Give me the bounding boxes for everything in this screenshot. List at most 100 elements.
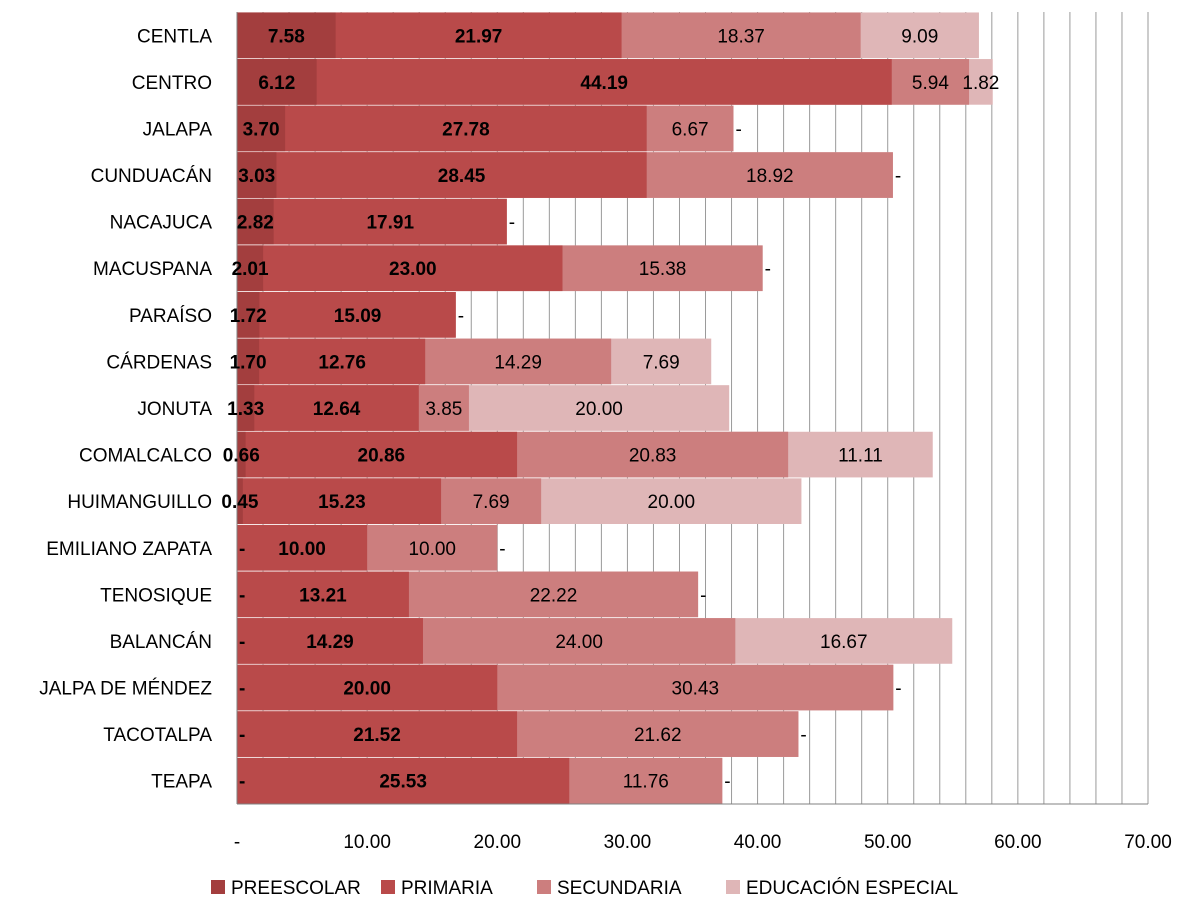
data-label: 6.67 xyxy=(672,119,709,140)
data-label: - xyxy=(509,213,515,234)
legend-label: PREESCOLAR xyxy=(231,878,361,899)
data-label: 7.58 xyxy=(268,26,305,47)
data-label: 15.09 xyxy=(334,306,382,327)
data-label: 12.76 xyxy=(318,352,366,373)
data-label: 1.70 xyxy=(230,352,267,373)
data-label: 20.00 xyxy=(343,679,391,700)
data-label: 3.03 xyxy=(238,166,275,187)
data-label: 28.45 xyxy=(438,166,486,187)
category-labels: CENTLA CENTRO JALAPA CUNDUACÁN NACAJUCA MACUS… xyxy=(39,26,212,792)
bar-primaria xyxy=(237,664,498,711)
data-label: - xyxy=(239,679,245,700)
data-label: 6.12 xyxy=(258,73,295,94)
bar-preescolar xyxy=(237,198,274,245)
x-tick-label: 10.00 xyxy=(343,832,391,853)
data-label: - xyxy=(239,772,245,793)
x-tick-label: 40.00 xyxy=(734,832,782,853)
data-label: - xyxy=(458,306,464,327)
axes xyxy=(236,12,1148,805)
data-label: 15.38 xyxy=(639,259,687,280)
data-label: 23.00 xyxy=(389,259,437,280)
data-label: 11.76 xyxy=(623,772,669,793)
data-label: 44.19 xyxy=(580,73,628,94)
data-label: 21.52 xyxy=(353,725,401,746)
bar-preescolar xyxy=(237,152,277,198)
x-tick-label: 20.00 xyxy=(474,832,522,853)
data-label: 13.21 xyxy=(299,585,347,606)
data-label: 2.82 xyxy=(237,213,274,234)
bar-primaria xyxy=(237,152,647,198)
x-tick-label: 30.00 xyxy=(604,832,652,853)
bar-primaria xyxy=(237,711,518,757)
bar-primaria xyxy=(237,524,368,571)
category-label: CENTRO xyxy=(132,73,212,94)
bar-primaria xyxy=(237,245,563,292)
bars xyxy=(237,12,993,804)
data-label: - xyxy=(239,539,245,560)
data-label: 7.69 xyxy=(643,352,680,373)
data-label: - xyxy=(499,539,505,560)
data-label: 20.00 xyxy=(648,492,696,513)
bar-preescolar xyxy=(237,385,255,431)
bar-preescolar xyxy=(237,12,336,59)
data-label: 17.91 xyxy=(366,213,414,234)
category-label: JALAPA xyxy=(143,119,213,140)
legend-swatch xyxy=(381,880,395,894)
data-label: 24.00 xyxy=(555,632,603,653)
data-label: 5.94 xyxy=(912,73,949,94)
data-label: 0.45 xyxy=(221,492,258,513)
data-label: - xyxy=(895,166,901,187)
data-label: 14.29 xyxy=(306,632,354,653)
data-label: 10.00 xyxy=(278,539,326,560)
bar-preescolar xyxy=(237,291,260,338)
legend-label: PRIMARIA xyxy=(401,878,493,899)
bar-primaria xyxy=(237,385,419,431)
bar-primaria xyxy=(237,431,518,478)
data-label: 9.09 xyxy=(901,26,938,47)
data-label: - xyxy=(239,585,245,606)
category-label: TENOSIQUE xyxy=(100,585,212,606)
category-label: CENTLA xyxy=(137,26,212,47)
bar-preescolar xyxy=(237,105,286,152)
data-label: 7.69 xyxy=(473,492,510,513)
data-label: - xyxy=(895,679,901,700)
data-label: - xyxy=(765,259,771,280)
legend-label: SECUNDARIA xyxy=(557,878,682,899)
data-label: - xyxy=(239,632,245,653)
data-label: 14.29 xyxy=(494,352,542,373)
category-label: CUNDUACÁN xyxy=(91,166,212,187)
data-label: - xyxy=(724,772,730,793)
data-label: 21.97 xyxy=(455,26,503,47)
bar-preescolar xyxy=(237,59,317,105)
data-label: 20.83 xyxy=(629,446,677,467)
data-label: 21.62 xyxy=(634,725,682,746)
bar-preescolar xyxy=(237,478,243,525)
category-label: HUIMANGUILLO xyxy=(67,492,212,513)
bar-primaria xyxy=(237,291,456,338)
bar-preescolar xyxy=(237,338,260,385)
category-label: EMILIANO ZAPATA xyxy=(46,539,212,560)
data-label: 27.78 xyxy=(442,119,490,140)
data-label: 20.86 xyxy=(358,446,406,467)
x-tick-label: - xyxy=(234,832,240,853)
data-label: - xyxy=(800,725,806,746)
bar-primaria xyxy=(237,338,426,385)
legend-swatch xyxy=(211,880,225,894)
data-label: - xyxy=(700,585,706,606)
data-label: 18.92 xyxy=(746,166,794,187)
category-label: MACUSPANA xyxy=(93,259,212,280)
x-tick-label: 70.00 xyxy=(1124,832,1172,853)
data-label: 3.85 xyxy=(425,399,462,420)
data-label: 10.00 xyxy=(408,539,456,560)
data-label: 0.66 xyxy=(223,446,260,467)
bar-preescolar xyxy=(237,245,264,292)
data-label: 16.67 xyxy=(820,632,868,653)
data-label: - xyxy=(239,725,245,746)
data-labels: 7.58 21.97 18.37 9.09 6.12 44.19 5.94 1.82 3.70 2… xyxy=(221,26,999,792)
legend-swatch xyxy=(537,880,551,894)
x-tick-label: 50.00 xyxy=(864,832,912,853)
category-label: NACAJUCA xyxy=(110,213,213,234)
category-label: COMALCALCO xyxy=(79,446,212,467)
data-label: 3.70 xyxy=(243,119,280,140)
